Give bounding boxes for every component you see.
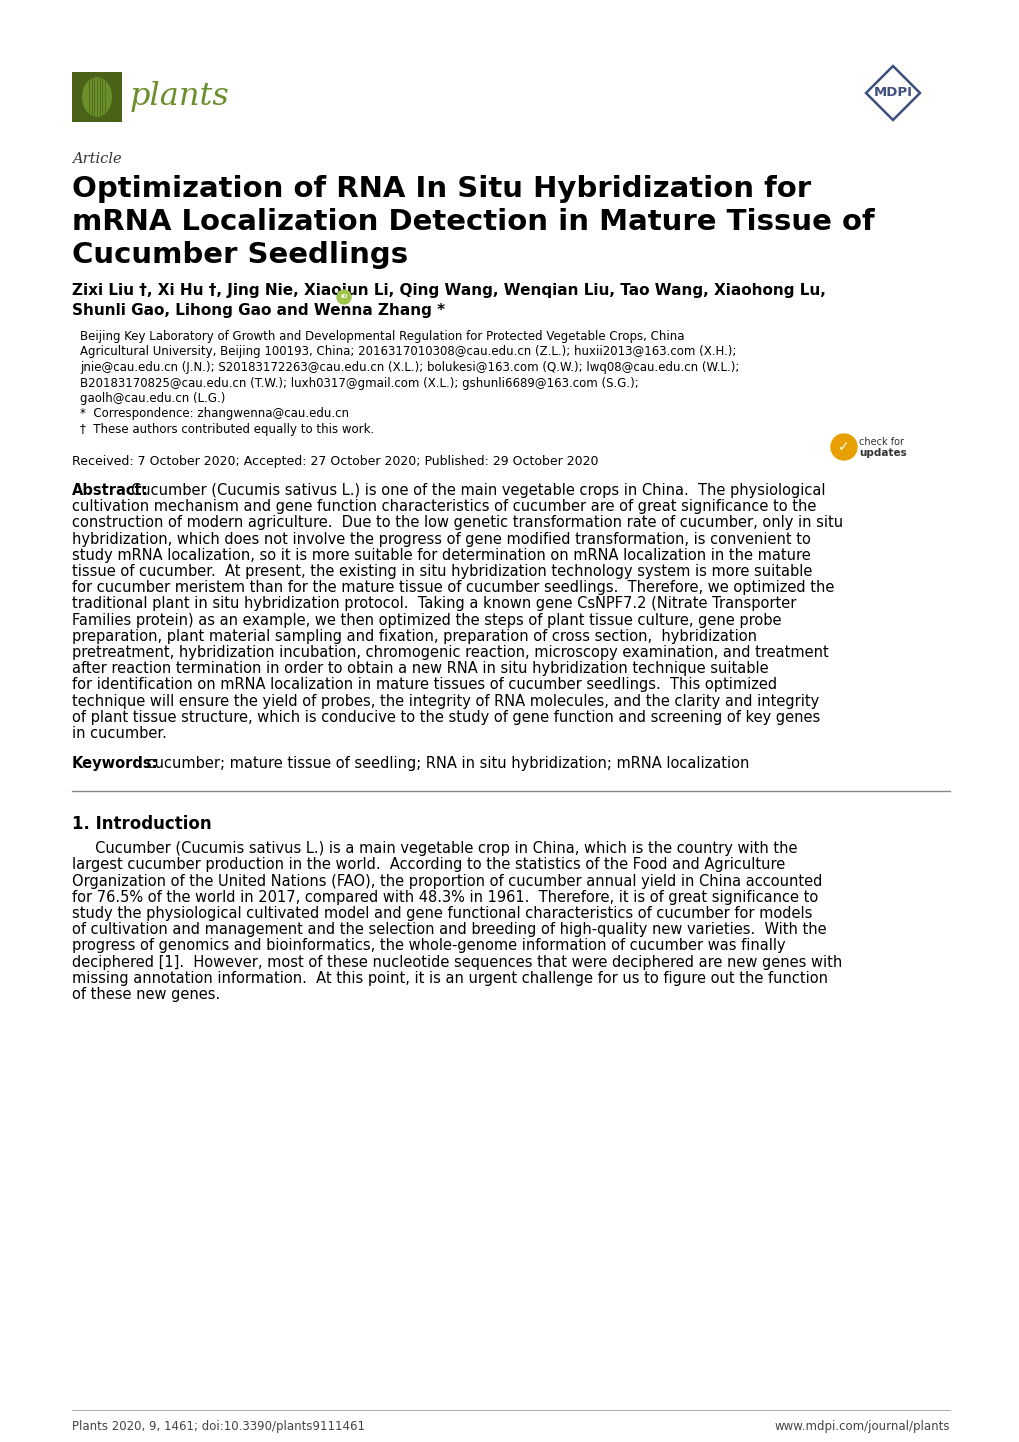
Text: Families protein) as an example, we then optimized the steps of plant tissue cul: Families protein) as an example, we then… [72, 613, 781, 627]
Text: construction of modern agriculture.  Due to the low genetic transformation rate : construction of modern agriculture. Due … [72, 515, 843, 531]
Text: Article: Article [72, 151, 121, 166]
Text: Cucumber Seedlings: Cucumber Seedlings [72, 241, 408, 270]
Text: pretreatment, hybridization incubation, chromogenic reaction, microscopy examina: pretreatment, hybridization incubation, … [72, 645, 828, 660]
Text: hybridization, which does not involve the progress of gene modified transformati: hybridization, which does not involve th… [72, 532, 810, 547]
Text: Cucumber (Cucumis sativus L.) is one of the main vegetable crops in China.  The : Cucumber (Cucumis sativus L.) is one of … [130, 483, 824, 497]
Text: largest cucumber production in the world.  According to the statistics of the Fo: largest cucumber production in the world… [72, 858, 785, 872]
Bar [72, 72, 122, 123]
Text: progress of genomics and bioinformatics, the whole-genome information of cucumbe: progress of genomics and bioinformatics,… [72, 939, 785, 953]
Text: 1. Introduction: 1. Introduction [72, 815, 211, 833]
Text: Zixi Liu †, Xi Hu †, Jing Nie, Xiaojun Li, Qing Wang, Wenqian Liu, Tao Wang, Xia: Zixi Liu †, Xi Hu †, Jing Nie, Xiaojun L… [72, 283, 825, 298]
Text: for 76.5% of the world in 2017, compared with 48.3% in 1961.  Therefore, it is o: for 76.5% of the world in 2017, compared… [72, 890, 817, 904]
Text: *  Correspondence: zhangwenna@cau.edu.cn: * Correspondence: zhangwenna@cau.edu.cn [79, 408, 348, 421]
Text: Cucumber (Cucumis sativus L.) is a main vegetable crop in China, which is the co: Cucumber (Cucumis sativus L.) is a main … [72, 841, 797, 857]
Text: Organization of the United Nations (FAO), the proportion of cucumber annual yiel: Organization of the United Nations (FAO)… [72, 874, 821, 888]
Text: MDPI: MDPI [872, 87, 912, 99]
Text: for cucumber meristem than for the mature tissue of cucumber seedlings.  Therefo: for cucumber meristem than for the matur… [72, 580, 834, 596]
Text: technique will ensure the yield of probes, the integrity of RNA molecules, and t: technique will ensure the yield of probe… [72, 694, 818, 708]
Text: Optimization of RNA In Situ Hybridization for: Optimization of RNA In Situ Hybridizatio… [72, 174, 810, 203]
Text: missing annotation information.  At this point, it is an urgent challenge for us: missing annotation information. At this … [72, 970, 827, 986]
Text: after reaction termination in order to obtain a new RNA in situ hybridization te: after reaction termination in order to o… [72, 662, 768, 676]
Text: Received: 7 October 2020; Accepted: 27 October 2020; Published: 29 October 2020: Received: 7 October 2020; Accepted: 27 O… [72, 456, 598, 469]
Text: ✓: ✓ [838, 440, 849, 454]
Text: traditional plant in situ hybridization protocol.  Taking a known gene CsNPF7.2 : traditional plant in situ hybridization … [72, 597, 796, 611]
Text: cucumber; mature tissue of seedling; RNA in situ hybridization; mRNA localizatio: cucumber; mature tissue of seedling; RNA… [142, 756, 749, 771]
Text: Beijing Key Laboratory of Growth and Developmental Regulation for Protected Vege: Beijing Key Laboratory of Growth and Dev… [79, 330, 684, 343]
Circle shape [830, 434, 856, 460]
Text: Keywords:: Keywords: [72, 756, 158, 771]
Text: iD: iD [340, 294, 347, 300]
Circle shape [336, 290, 351, 304]
Text: www.mdpi.com/journal/plants: www.mdpi.com/journal/plants [773, 1420, 949, 1433]
Ellipse shape [82, 76, 112, 117]
Text: deciphered [1].  However, most of these nucleotide sequences that were deciphere: deciphered [1]. However, most of these n… [72, 955, 842, 969]
Text: Agricultural University, Beijing 100193, China; 2016317010308@cau.edu.cn (Z.L.);: Agricultural University, Beijing 100193,… [79, 346, 736, 359]
Text: Abstract:: Abstract: [72, 483, 149, 497]
Text: of plant tissue structure, which is conducive to the study of gene function and : of plant tissue structure, which is cond… [72, 709, 819, 725]
Text: of these new genes.: of these new genes. [72, 986, 220, 1002]
Text: preparation, plant material sampling and fixation, preparation of cross section,: preparation, plant material sampling and… [72, 629, 756, 643]
Text: cultivation mechanism and gene function characteristics of cucumber are of great: cultivation mechanism and gene function … [72, 499, 815, 515]
Text: for identification on mRNA localization in mature tissues of cucumber seedlings.: for identification on mRNA localization … [72, 678, 776, 692]
Text: of cultivation and management and the selection and breeding of high-quality new: of cultivation and management and the se… [72, 923, 825, 937]
Text: check for: check for [858, 437, 903, 447]
Text: Plants 2020, 9, 1461; doi:10.3390/plants9111461: Plants 2020, 9, 1461; doi:10.3390/plants… [72, 1420, 365, 1433]
Text: †  These authors contributed equally to this work.: † These authors contributed equally to t… [79, 423, 374, 435]
Text: B20183170825@cau.edu.cn (T.W.); luxh0317@gmail.com (X.L.); gshunli6689@163.com (: B20183170825@cau.edu.cn (T.W.); luxh0317… [79, 376, 638, 389]
Text: updates: updates [858, 448, 906, 459]
Text: study mRNA localization, so it is more suitable for determination on mRNA locali: study mRNA localization, so it is more s… [72, 548, 810, 562]
Text: Shunli Gao, Lihong Gao and Wenna Zhang *: Shunli Gao, Lihong Gao and Wenna Zhang * [72, 303, 444, 319]
Text: tissue of cucumber.  At present, the existing in situ hybridization technology s: tissue of cucumber. At present, the exis… [72, 564, 811, 580]
Text: gaolh@cau.edu.cn (L.G.): gaolh@cau.edu.cn (L.G.) [79, 392, 225, 405]
Text: study the physiological cultivated model and gene functional characteristics of : study the physiological cultivated model… [72, 906, 811, 921]
Text: plants: plants [129, 82, 229, 112]
Text: in cucumber.: in cucumber. [72, 725, 167, 741]
Text: jnie@cau.edu.cn (J.N.); S20183172263@cau.edu.cn (X.L.); bolukesi@163.com (Q.W.);: jnie@cau.edu.cn (J.N.); S20183172263@cau… [79, 360, 739, 373]
Text: mRNA Localization Detection in Mature Tissue of: mRNA Localization Detection in Mature Ti… [72, 208, 873, 236]
